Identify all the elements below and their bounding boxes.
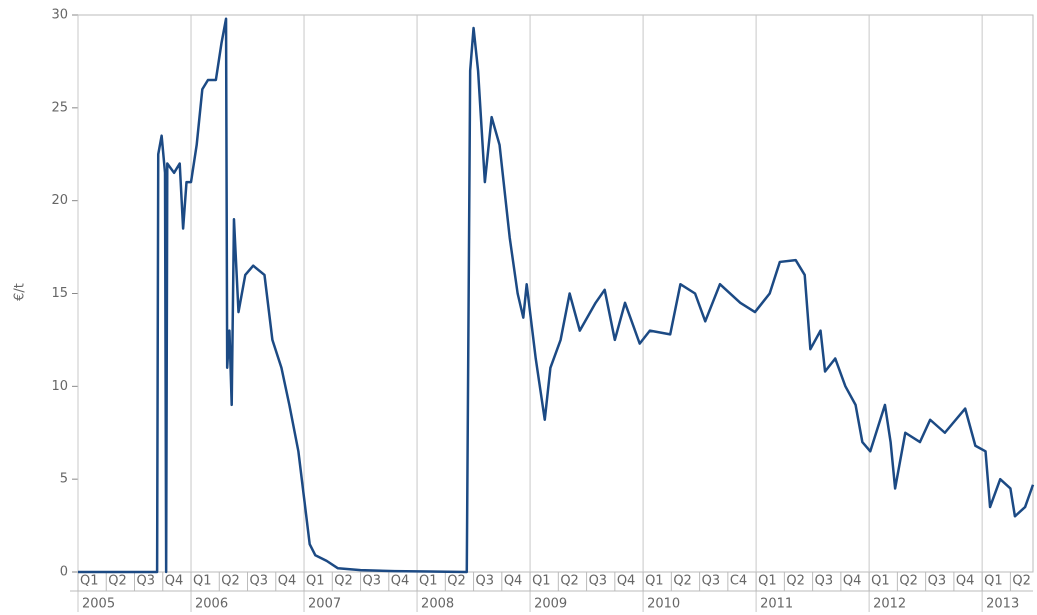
y-tick-label: 20 [51, 193, 68, 208]
quarter-label: Q3 [137, 574, 156, 589]
quarter-label: Q2 [108, 574, 127, 589]
y-tick-label: 10 [51, 379, 68, 394]
quarter-label: Q2 [334, 574, 353, 589]
plot-frame [77, 14, 1034, 573]
quarter-label: C4 [730, 574, 747, 589]
quarter-label: Q3 [250, 574, 269, 589]
quarter-label: Q2 [1012, 574, 1031, 589]
quarter-label: Q1 [645, 574, 664, 589]
y-tick-label: 15 [51, 286, 68, 301]
y-tick-label: 5 [60, 472, 68, 487]
quarter-label: Q3 [928, 574, 947, 589]
x-tick-label: 2011 [760, 597, 793, 612]
quarter-label: Q2 [447, 574, 466, 589]
y-tick-label: 30 [51, 8, 68, 23]
quarter-label: Q4 [165, 574, 184, 589]
x-tick-label: 2010 [647, 597, 680, 612]
quarter-label: Q4 [504, 574, 523, 589]
quarter-label: Q1 [80, 574, 99, 589]
quarter-label: Q4 [617, 574, 636, 589]
price-line [78, 17, 1035, 574]
x-tick-label: 2009 [534, 597, 567, 612]
quarter-label: Q4 [391, 574, 410, 589]
quarter-label: Q1 [306, 574, 325, 589]
y-axis-label: €/t [13, 283, 28, 301]
y-tick-label: 25 [51, 100, 68, 115]
quarter-label: Q4 [843, 574, 862, 589]
quarter-label: Q2 [673, 574, 692, 589]
quarter-label: Q2 [560, 574, 579, 589]
x-tick-label: 2012 [873, 597, 906, 612]
quarter-label: Q1 [984, 574, 1003, 589]
quarter-label: Q1 [532, 574, 551, 589]
quarter-label: Q2 [899, 574, 918, 589]
y-tick-label: 0 [60, 565, 68, 580]
quarter-label: Q1 [871, 574, 890, 589]
quarter-label: Q4 [278, 574, 297, 589]
quarter-label: Q1 [419, 574, 438, 589]
x-tick-label: 2008 [421, 597, 454, 612]
quarter-label: Q1 [758, 574, 777, 589]
x-tick-label: 2006 [195, 597, 228, 612]
x-tick-label: 2005 [82, 597, 115, 612]
quarter-label: Q2 [786, 574, 805, 589]
quarter-label: Q2 [221, 574, 240, 589]
quarter-label: Q3 [363, 574, 382, 589]
quarter-label: Q3 [476, 574, 495, 589]
quarter-label: Q1 [193, 574, 212, 589]
x-tick-label: 2013 [986, 597, 1019, 612]
quarter-label: Q3 [702, 574, 721, 589]
quarter-label: Q3 [589, 574, 608, 589]
quarter-label: Q4 [956, 574, 975, 589]
quarter-label: Q3 [815, 574, 834, 589]
x-tick-label: 2007 [308, 597, 341, 612]
